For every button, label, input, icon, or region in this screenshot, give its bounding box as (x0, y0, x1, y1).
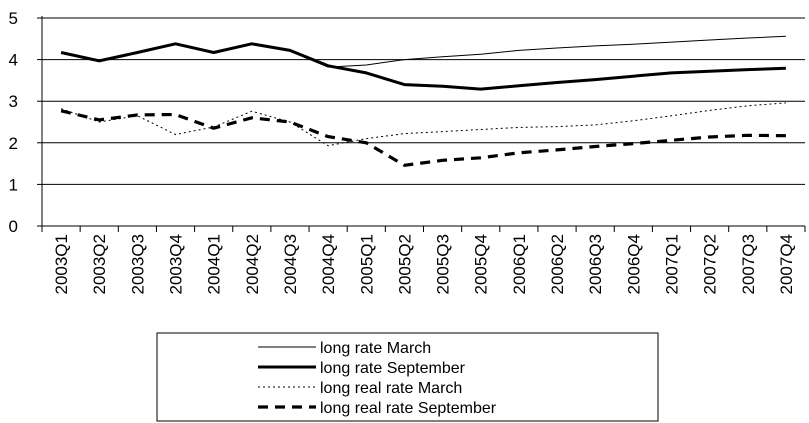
y-tick-labels: 0 1 2 3 4 5 (9, 9, 18, 236)
x-tick-label: 2007Q1 (662, 234, 681, 295)
x-tick-label: 2005Q4 (472, 234, 491, 295)
x-tick-label: 2006Q3 (586, 234, 605, 295)
x-tick-label: 2006Q2 (548, 234, 567, 295)
y-tick-label: 2 (9, 134, 18, 153)
x-tick-label: 2005Q3 (434, 234, 453, 295)
x-tick-label: 2003Q4 (167, 234, 186, 295)
x-tick-label: 2004Q1 (205, 234, 224, 295)
legend: long rate March long rate September long r… (156, 332, 659, 422)
axes (37, 16, 806, 232)
x-tick-label: 2003Q2 (90, 234, 109, 295)
legend-label-1: long rate March (320, 340, 431, 357)
series-line-1 (60, 35, 786, 68)
grid-lines (42, 17, 805, 185)
x-tick-label: 2003Q1 (52, 234, 71, 295)
x-tick-label: 2005Q2 (395, 234, 414, 295)
y-tick-label: 1 (9, 175, 18, 194)
x-tick-label: 2003Q3 (128, 234, 147, 295)
legend-label-3: long real rate March (320, 380, 462, 397)
series-line-2 (60, 42, 786, 91)
y-tick-label: 3 (9, 92, 18, 111)
x-tick-label: 2007Q3 (739, 234, 758, 295)
y-tick-label: 4 (9, 51, 18, 70)
x-tick-label: 2007Q4 (777, 234, 796, 295)
y-tick-label: 5 (9, 9, 18, 28)
legend-label-4: long real rate September (320, 400, 497, 417)
legend-label-2: long rate September (320, 360, 466, 377)
legend-box (156, 332, 659, 422)
x-tick-label: 2004Q4 (319, 234, 338, 295)
x-tick-label: 2004Q3 (281, 234, 300, 295)
series-lines (60, 35, 786, 167)
series-line-4 (60, 109, 786, 167)
x-tick-label: 2004Q2 (243, 234, 262, 295)
x-tick-label: 2007Q2 (701, 234, 720, 295)
y-tick-label: 0 (9, 217, 18, 236)
x-tick-label: 2006Q4 (624, 234, 643, 295)
x-tick-label: 2006Q1 (510, 234, 529, 295)
x-tick-labels: 2003Q1 2003Q2 2003Q3 2003Q4 2004Q1 2004Q2 2004… (52, 234, 796, 295)
x-tick-label: 2005Q1 (357, 234, 376, 295)
